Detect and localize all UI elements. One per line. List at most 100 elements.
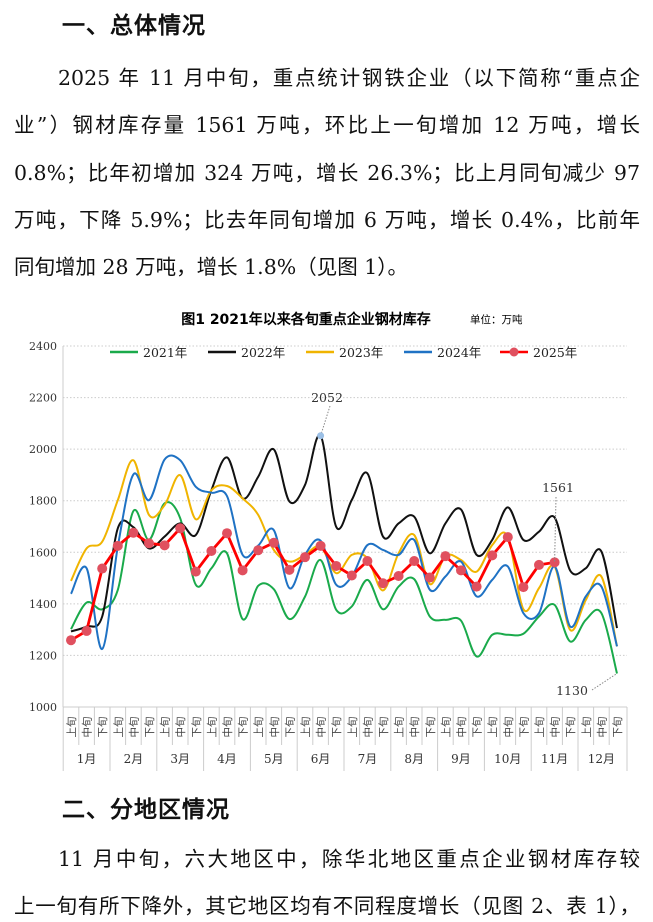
annotation-label: 1130 (556, 683, 588, 698)
annotation-leader (591, 673, 618, 691)
legend-label: 2024年 (437, 345, 481, 360)
annotation-marker (317, 432, 325, 440)
legend-label: 2021年 (143, 345, 187, 360)
x-month-label: 10月 (494, 752, 521, 766)
series-line-2023年 (70, 459, 618, 647)
x-tenday-label: 下旬 (96, 717, 109, 738)
series-line-2022年 (70, 434, 618, 633)
x-month-label: 8月 (404, 752, 424, 766)
data-point-2025年 (284, 564, 295, 575)
x-month-label: 11月 (541, 752, 568, 766)
paragraph-line: 万吨，下降 5.9%；比去年同旬增加 6 万吨，增长 0.4%，比前年 (14, 208, 640, 232)
legend-marker (509, 347, 519, 357)
x-tenday-label: 下旬 (237, 717, 250, 738)
y-tick-label: 1400 (29, 598, 57, 611)
data-point-2025年 (222, 528, 232, 539)
x-tenday-label: 中旬 (502, 717, 515, 738)
x-tenday-label: 上旬 (393, 717, 406, 738)
x-month-label: 12月 (588, 752, 615, 766)
y-tick-label: 2000 (29, 443, 57, 456)
data-point-2025年 (456, 565, 466, 576)
annotation-label: 2052 (311, 390, 343, 405)
x-tenday-label: 下旬 (471, 717, 484, 738)
x-tenday-label: 上旬 (580, 717, 593, 738)
legend-label: 2025年 (533, 345, 577, 360)
x-tenday-label: 下旬 (611, 717, 624, 738)
x-tenday-label: 中旬 (408, 717, 421, 738)
data-point-2025年 (518, 582, 529, 593)
data-point-2025年 (190, 566, 201, 577)
x-tenday-label: 下旬 (330, 717, 343, 738)
data-point-2025年 (175, 523, 186, 534)
data-point-2025年 (362, 556, 373, 567)
annotation-leader (554, 496, 557, 563)
x-tenday-label: 中旬 (221, 717, 234, 738)
data-point-2025年 (300, 552, 310, 563)
data-point-2025年 (253, 545, 264, 556)
x-month-label: 5月 (264, 752, 284, 766)
chart-unit: 单位：万吨 (470, 313, 523, 326)
annotation-leader (320, 405, 331, 436)
data-point-2025年 (409, 556, 420, 567)
data-point-2025年 (206, 545, 217, 556)
data-point-2025年 (112, 540, 123, 551)
x-tenday-label: 下旬 (377, 717, 390, 738)
x-month-label: 3月 (170, 752, 190, 766)
y-tick-label: 2400 (29, 340, 57, 353)
x-tenday-label: 上旬 (486, 717, 499, 738)
y-tick-label: 2200 (29, 392, 57, 405)
x-tenday-label: 下旬 (283, 717, 296, 738)
x-tenday-label: 下旬 (564, 717, 577, 738)
x-tenday-label: 下旬 (143, 717, 156, 738)
x-tenday-label: 中旬 (361, 717, 374, 738)
data-point-2025年 (549, 557, 560, 568)
x-tenday-label: 上旬 (439, 717, 452, 738)
data-point-2025年 (502, 532, 513, 543)
data-point-2025年 (487, 550, 498, 561)
x-tenday-label: 中旬 (315, 717, 328, 738)
data-point-2025年 (268, 537, 279, 548)
data-point-2025年 (66, 635, 76, 646)
x-tenday-label: 中旬 (81, 717, 94, 738)
data-point-2025年 (424, 572, 435, 583)
series-line-2021年 (70, 501, 618, 674)
x-month-label: 2月 (124, 752, 144, 766)
x-tenday-label: 下旬 (424, 717, 437, 738)
y-tick-label: 1000 (29, 701, 57, 714)
series-line-2024年 (70, 454, 618, 650)
annotation-label: 1561 (542, 480, 574, 495)
paragraph-line: 2025 年 11 月中旬，重点统计钢铁企业（以下简称“重点企 (58, 66, 640, 90)
x-month-label: 6月 (311, 752, 331, 766)
data-point-2025年 (128, 527, 139, 538)
paragraph-line: 0.8%；比年初增加 324 万吨，增长 26.3%；比上月同旬减少 97 (14, 161, 640, 185)
series-line-2025年 (70, 525, 555, 642)
figure1-chart: 图1 2021年以来各旬重点企业钢材库存 单位：万吨 1000 1200 1400 1… (29, 311, 628, 771)
paragraph-line: 业”）钢材库存量 1561 万吨，环比上一旬增加 12 万吨，增长 (14, 113, 640, 137)
data-point-2025年 (81, 625, 92, 636)
x-tenday-label: 上旬 (65, 717, 78, 738)
x-tenday-label: 上旬 (299, 717, 312, 738)
x-tenday-label: 上旬 (252, 717, 265, 738)
y-tick-label: 1200 (29, 649, 57, 662)
section2-heading: 二、分地区情况 (62, 797, 230, 823)
x-tenday-label: 中旬 (549, 717, 562, 738)
x-month-label: 1月 (77, 752, 97, 766)
data-point-2025年 (315, 540, 326, 551)
data-point-2025年 (159, 540, 170, 551)
data-point-2025年 (534, 559, 544, 570)
x-tenday-label: 下旬 (517, 717, 530, 738)
x-tenday-label: 上旬 (533, 717, 546, 738)
chart-title: 图1 2021年以来各旬重点企业钢材库存 (181, 311, 431, 328)
paragraph-line: 同旬增加 28 万吨，增长 1.8%（见图 1）。 (14, 255, 409, 279)
x-tenday-label: 下旬 (190, 717, 203, 738)
data-point-2025年 (378, 578, 388, 589)
data-point-2025年 (440, 551, 451, 562)
paragraph-line: 11 月中旬，六大地区中，除华北地区重点企业钢材库存较 (58, 847, 640, 871)
x-tenday-label: 上旬 (112, 717, 125, 738)
section1-heading: 一、总体情况 (62, 13, 206, 39)
y-tick-label: 1600 (29, 546, 57, 559)
data-point-2025年 (97, 563, 108, 574)
y-tick-label: 1800 (29, 495, 57, 508)
paragraph-line: 上一旬有所下降外，其它地区均有不同程度增长（见图 2、表 1）， (14, 894, 640, 918)
x-tenday-label: 中旬 (174, 717, 187, 738)
